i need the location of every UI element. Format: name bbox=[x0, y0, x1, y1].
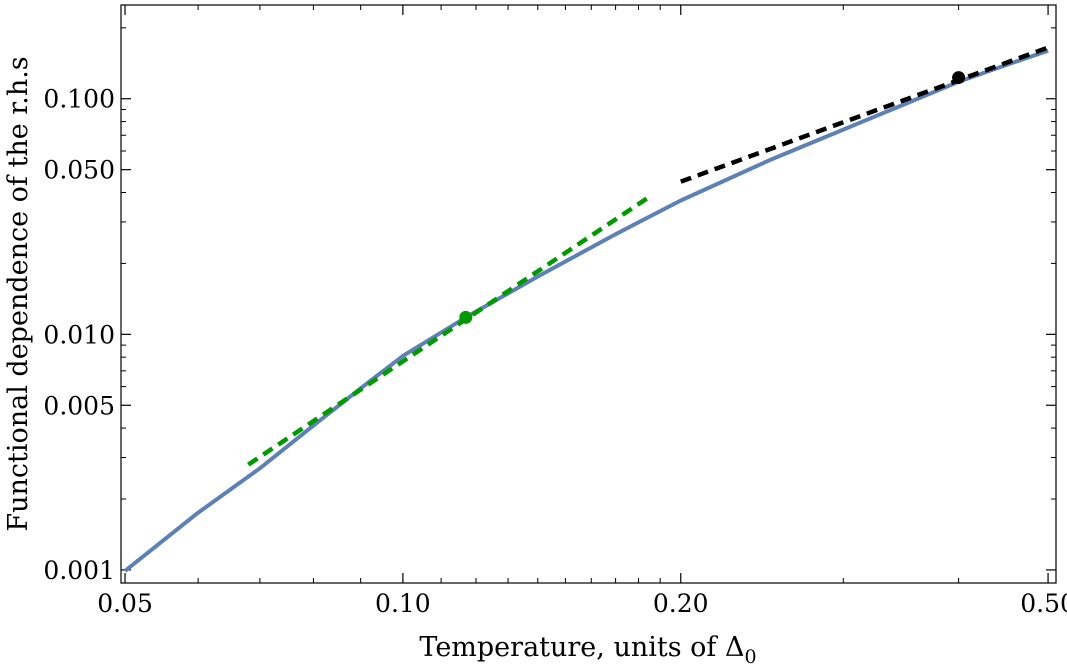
y-tick-label: 0.050 bbox=[43, 156, 115, 185]
main-curve bbox=[123, 48, 1049, 573]
y-tick-label: 0.005 bbox=[43, 391, 115, 420]
markers-group bbox=[459, 71, 966, 324]
x-tick-label: 0.10 bbox=[375, 589, 431, 618]
highlight-marker bbox=[459, 310, 473, 324]
x-tick-label: 0.05 bbox=[97, 589, 153, 618]
highlight-marker bbox=[952, 71, 966, 85]
x-axis-label: Temperature, units of Δ0 bbox=[419, 632, 756, 664]
axis-ticks bbox=[121, 5, 1056, 583]
y-tick-label: 0.001 bbox=[43, 556, 115, 585]
plot-frame bbox=[120, 4, 1057, 584]
x-axis-label-subscript: 0 bbox=[745, 646, 757, 664]
x-tick-label: 0.20 bbox=[653, 589, 709, 618]
dashed-line-2 bbox=[680, 45, 1049, 184]
series-group bbox=[123, 45, 1049, 573]
y-axis-label: Functional dependence of the r.h.s bbox=[3, 56, 34, 531]
dashed-line-1 bbox=[247, 194, 651, 467]
y-tick-label: 0.010 bbox=[43, 320, 115, 349]
y-tick-label: 0.100 bbox=[43, 85, 115, 114]
x-tick-label: 0.50 bbox=[1020, 589, 1067, 618]
tick-labels: 0.05 0.10 0.20 0.50 0.001 0.005 0.010 0.050 0.10… bbox=[43, 85, 1067, 618]
